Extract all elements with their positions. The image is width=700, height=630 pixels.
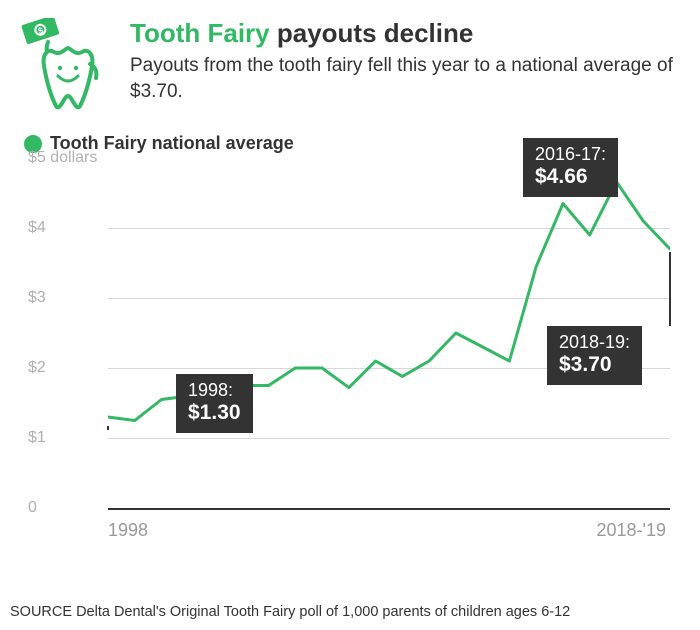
callout-box: 1998:$1.30 <box>176 374 253 433</box>
y-tick-label: $1 <box>28 429 46 447</box>
x-end-label: 2018-'19 <box>597 520 667 548</box>
callout-year: 1998: <box>188 380 241 401</box>
chart-area: $5 dollars$4$3$2$10 1998:$1.302016-17:$4… <box>28 158 670 548</box>
title-highlight: Tooth Fairy <box>130 18 270 48</box>
callout-leader <box>669 252 671 326</box>
plot-region: 1998:$1.302016-17:$4.662018-19:$3.70 <box>108 158 670 508</box>
callout-value: $3.70 <box>559 353 630 377</box>
header-text: Tooth Fairy payouts decline Payouts from… <box>130 18 680 119</box>
header: $ Tooth Fairy payouts decline Payouts fr… <box>0 0 700 127</box>
y-tick-label: 0 <box>28 499 37 517</box>
callout-box: 2016-17:$4.66 <box>523 138 618 197</box>
callout-box: 2018-19:$3.70 <box>547 326 642 385</box>
callout-leader <box>107 426 109 430</box>
x-start-label: 1998 <box>108 520 148 548</box>
callout-value: $1.30 <box>188 401 241 425</box>
title-rest: payouts decline <box>270 18 474 48</box>
callout-value: $4.66 <box>535 165 606 189</box>
chart-subtitle: Payouts from the tooth fairy fell this y… <box>130 53 680 104</box>
y-tick-label: $5 dollars <box>28 149 97 167</box>
y-tick-label: $2 <box>28 359 46 377</box>
y-axis: $5 dollars$4$3$2$10 <box>28 158 108 508</box>
tooth-fairy-icon: $ <box>18 18 114 119</box>
callout-year: 2016-17: <box>535 144 606 165</box>
source-attribution: SOURCE Delta Dental's Original Tooth Fai… <box>10 604 570 620</box>
callout-leader <box>615 190 617 194</box>
x-axis-baseline <box>108 508 670 510</box>
y-tick-label: $4 <box>28 219 46 237</box>
chart-title: Tooth Fairy payouts decline <box>130 18 680 49</box>
x-axis-labels: 1998 2018-'19 <box>108 512 670 548</box>
y-tick-label: $3 <box>28 289 46 307</box>
callout-year: 2018-19: <box>559 332 630 353</box>
